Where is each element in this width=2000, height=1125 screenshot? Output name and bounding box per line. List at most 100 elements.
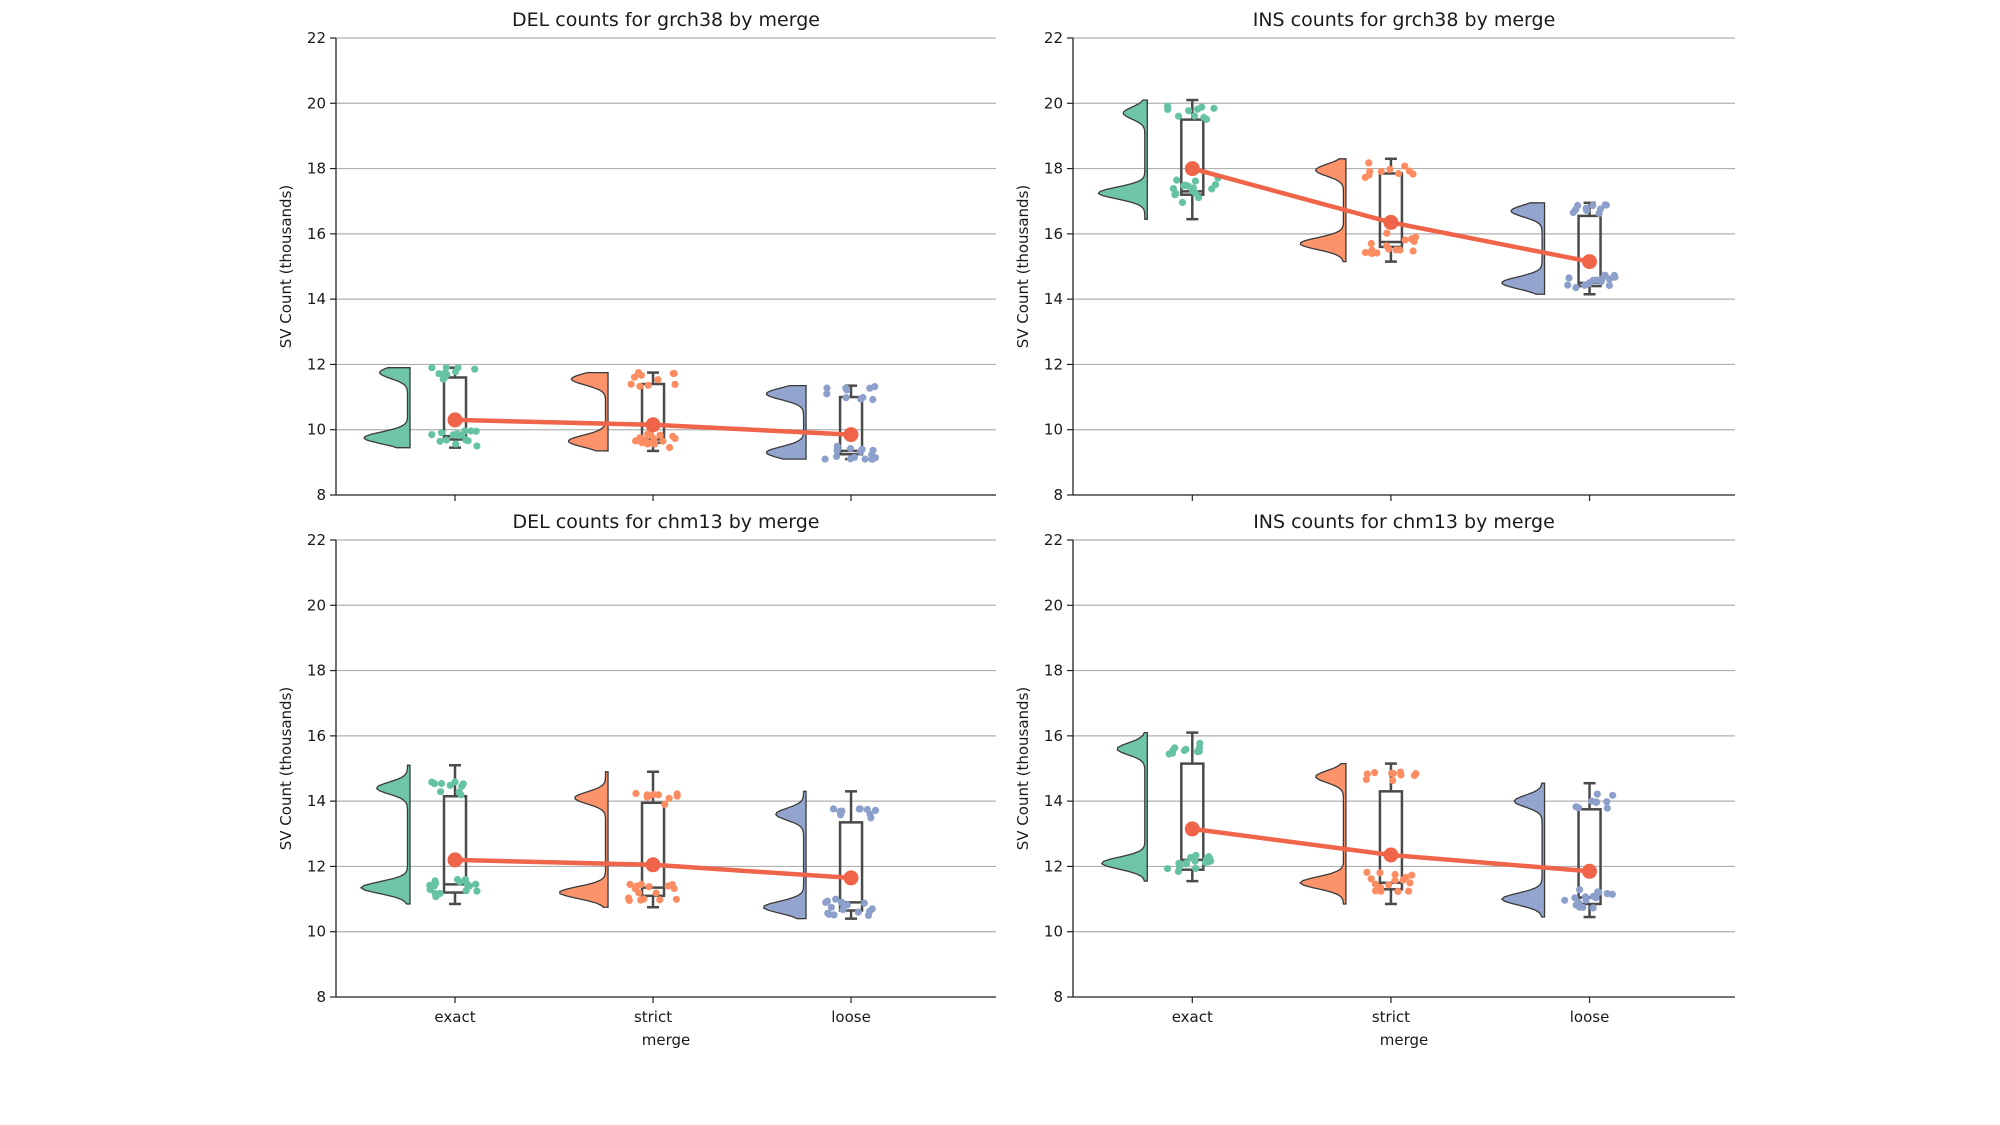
- data-point: [659, 437, 667, 445]
- data-point: [1178, 198, 1187, 206]
- data-point: [1181, 181, 1189, 189]
- data-point: [829, 805, 838, 813]
- data-point: [635, 889, 643, 897]
- data-point: [850, 453, 859, 461]
- x-axis-label: merge: [642, 1031, 691, 1049]
- data-point: [1565, 274, 1573, 282]
- data-point: [1394, 887, 1402, 896]
- x-tick-label: strict: [634, 1008, 672, 1026]
- data-point: [866, 907, 874, 915]
- data-point: [1173, 176, 1181, 184]
- box-exact: [442, 794, 468, 894]
- x-tick-label: loose: [831, 1008, 871, 1026]
- violin-strict: [567, 371, 609, 452]
- data-point: [437, 779, 446, 788]
- y-axis-label: SV Count (thousands): [1014, 687, 1032, 851]
- x-tick-label: strict: [1372, 1008, 1410, 1026]
- data-point: [1377, 887, 1385, 895]
- y-tick-label: 22: [1044, 29, 1063, 47]
- data-point: [1406, 879, 1414, 887]
- data-point: [838, 898, 846, 906]
- y-tick-label: 14: [307, 290, 326, 308]
- data-point: [1603, 804, 1611, 812]
- data-point: [1389, 776, 1397, 785]
- data-point: [1579, 903, 1587, 912]
- data-point: [1192, 851, 1200, 859]
- data-point: [467, 427, 475, 435]
- y-tick-label: 20: [1044, 94, 1063, 112]
- data-point: [644, 381, 652, 389]
- y-tick-label: 10: [307, 923, 326, 941]
- data-point: [830, 911, 838, 919]
- data-point: [1190, 112, 1199, 120]
- data-point: [838, 807, 846, 815]
- data-point: [1405, 887, 1413, 895]
- chart-title: DEL counts for chm13 by merge: [513, 511, 820, 533]
- data-point: [1371, 880, 1379, 888]
- data-point: [1581, 893, 1590, 901]
- violin-exact: [359, 764, 411, 905]
- data-point: [437, 788, 445, 796]
- y-tick-label: 22: [307, 531, 326, 549]
- data-point: [1211, 181, 1220, 189]
- y-tick-label: 8: [1053, 988, 1063, 1006]
- box-strict: [1378, 172, 1404, 249]
- data-point: [1361, 248, 1369, 257]
- mean-marker: [1383, 847, 1399, 863]
- violin-loose: [1501, 202, 1546, 295]
- data-point: [644, 430, 652, 438]
- data-point: [632, 789, 640, 798]
- chart-title: INS counts for chm13 by merge: [1253, 511, 1555, 533]
- data-point: [1361, 173, 1369, 182]
- data-point: [827, 903, 836, 911]
- y-tick-label: 12: [1044, 857, 1063, 875]
- data-point: [652, 889, 660, 897]
- data-point: [1391, 876, 1399, 885]
- data-point: [842, 394, 850, 402]
- data-point: [1561, 896, 1569, 904]
- data-point: [430, 882, 438, 890]
- violin-exact: [1100, 731, 1148, 882]
- data-point: [438, 429, 446, 437]
- data-point: [471, 365, 479, 373]
- data-point: [824, 909, 832, 917]
- data-point: [1362, 775, 1370, 784]
- y-tick-label: 22: [1044, 531, 1063, 549]
- mean-marker: [447, 852, 463, 868]
- y-tick-label: 8: [316, 486, 326, 504]
- data-point: [455, 788, 463, 796]
- mean-marker: [1383, 214, 1399, 230]
- data-point: [1371, 887, 1380, 895]
- data-point: [442, 436, 450, 444]
- mean-marker: [645, 417, 661, 433]
- data-point: [1409, 247, 1417, 255]
- y-tick-label: 16: [307, 225, 326, 243]
- data-point: [668, 881, 676, 889]
- data-point: [846, 445, 855, 453]
- data-point: [854, 908, 862, 916]
- violin-exact: [1097, 99, 1148, 220]
- data-point: [1576, 886, 1584, 894]
- data-point: [1603, 798, 1611, 806]
- data-point: [1365, 159, 1373, 167]
- data-point: [1572, 284, 1580, 292]
- y-tick-label: 8: [316, 988, 326, 1006]
- data-point: [1202, 855, 1210, 864]
- data-point: [643, 793, 651, 801]
- data-point: [453, 875, 462, 884]
- data-point: [1609, 791, 1617, 799]
- x-tick-label: loose: [1570, 1008, 1610, 1026]
- data-point: [1589, 904, 1597, 912]
- data-point: [1376, 869, 1384, 877]
- data-point: [451, 778, 459, 786]
- data-point: [463, 880, 471, 888]
- data-point: [855, 805, 863, 813]
- data-point: [1602, 201, 1610, 209]
- box-strict: [640, 801, 666, 898]
- data-point: [1585, 280, 1593, 288]
- data-point: [1401, 162, 1409, 170]
- data-point: [636, 382, 644, 390]
- y-tick-label: 18: [1044, 662, 1063, 680]
- data-point: [1175, 112, 1183, 120]
- data-point: [1399, 876, 1407, 884]
